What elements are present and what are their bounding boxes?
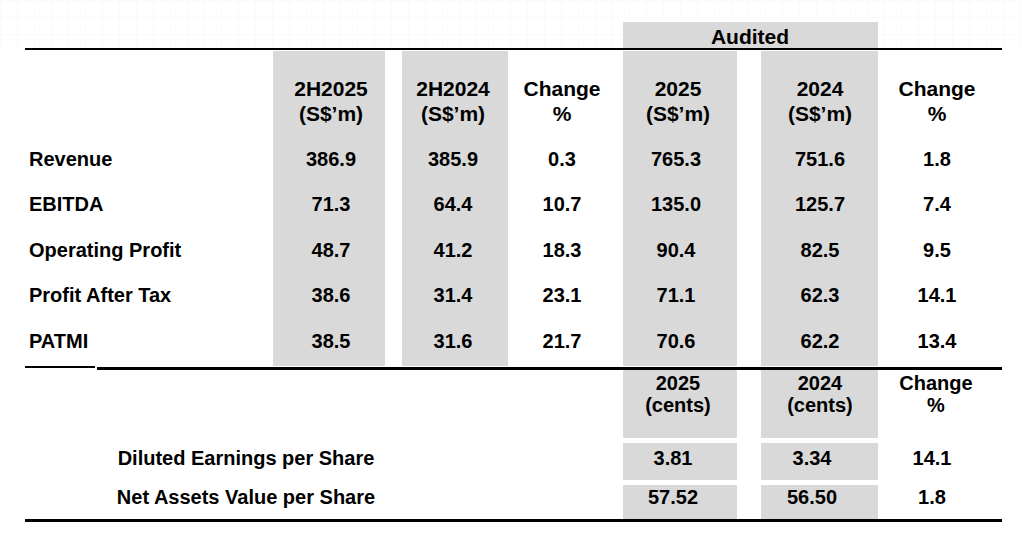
column-header-change-full-year: Change % — [898, 76, 975, 126]
cell-op-change-hy: 18.3 — [543, 238, 582, 262]
per-share-header-line2: (cents) — [787, 394, 853, 416]
column-header-2h2024: 2H2024 (S$’m) — [416, 76, 490, 126]
cell-patmi-2h2024: 31.6 — [434, 329, 473, 353]
cell-patmi-2025: 70.6 — [657, 329, 696, 353]
column-header-line1: 2H2024 — [416, 76, 490, 101]
per-share-header-line2: (cents) — [645, 394, 711, 416]
cell-op-2024: 82.5 — [801, 238, 840, 262]
column-header-line2: (S$’m) — [788, 101, 852, 126]
per-share-header-line2: % — [899, 394, 972, 416]
row-label-nav-per-share: Net Assets Value per Share — [25, 485, 467, 509]
cell-ebitda-change-fy: 7.4 — [923, 192, 951, 216]
row-label-patmi: PATMI — [29, 329, 88, 353]
cell-revenue-2h2025: 386.9 — [306, 147, 356, 171]
per-share-header-line1: 2025 — [645, 372, 711, 394]
row-label-diluted-eps: Diluted Earnings per Share — [25, 446, 467, 470]
column-header-line1: Change — [523, 76, 600, 101]
column-header-line2: (S$’m) — [416, 101, 490, 126]
table-middle-border-left — [25, 366, 95, 369]
cell-pat-2h2025: 38.6 — [312, 283, 351, 307]
cell-revenue-2024: 751.6 — [795, 147, 845, 171]
cell-pat-2024: 62.3 — [801, 283, 840, 307]
cell-op-2h2025: 48.7 — [312, 238, 351, 262]
column-header-line1: Change — [898, 76, 975, 101]
cell-patmi-change-hy: 21.7 — [543, 329, 582, 353]
column-header-line2: (S$’m) — [646, 101, 710, 126]
table-bottom-border — [25, 519, 1002, 522]
cell-eps-2024: 3.34 — [793, 446, 832, 470]
cell-op-change-fy: 9.5 — [923, 238, 951, 262]
cell-pat-change-fy: 14.1 — [918, 283, 957, 307]
cell-op-2025: 90.4 — [657, 238, 696, 262]
cell-op-2h2024: 41.2 — [434, 238, 473, 262]
column-header-change-half-year: Change % — [523, 76, 600, 126]
cell-nav-2025: 57.52 — [648, 485, 698, 509]
cell-ebitda-2024: 125.7 — [795, 192, 845, 216]
column-header-2025: 2025 (S$’m) — [646, 76, 710, 126]
cell-nav-2024: 56.50 — [787, 485, 837, 509]
per-share-header-2024-cents: 2024 (cents) — [787, 372, 853, 416]
cell-patmi-2024: 62.2 — [801, 329, 840, 353]
column-header-line2: % — [898, 101, 975, 126]
per-share-header-line1: Change — [899, 372, 972, 394]
column-header-line2: % — [523, 101, 600, 126]
row-label-profit-after-tax: Profit After Tax — [29, 283, 171, 307]
cell-eps-2025: 3.81 — [654, 446, 693, 470]
per-share-header-change: Change % — [899, 372, 972, 416]
row-label-operating-profit: Operating Profit — [29, 238, 181, 262]
row-label-revenue: Revenue — [29, 147, 112, 171]
cell-patmi-change-fy: 13.4 — [918, 329, 957, 353]
column-header-line1: 2024 — [788, 76, 852, 101]
row-label-ebitda: EBITDA — [29, 192, 103, 216]
column-header-2h2025: 2H2025 (S$’m) — [294, 76, 368, 126]
cell-pat-2h2024: 31.4 — [434, 283, 473, 307]
cell-ebitda-change-hy: 10.7 — [543, 192, 582, 216]
cell-pat-change-hy: 23.1 — [543, 283, 582, 307]
column-header-line1: 2025 — [646, 76, 710, 101]
cell-ebitda-2h2024: 64.4 — [434, 192, 473, 216]
cell-ebitda-2h2025: 71.3 — [312, 192, 351, 216]
table-top-border — [25, 48, 1002, 50]
cell-revenue-2025: 765.3 — [651, 147, 701, 171]
cell-ebitda-2025: 135.0 — [651, 192, 701, 216]
financial-results-table: Audited 2H2025 (S$’m) 2H2024 (S$’m) Chan… — [0, 0, 1021, 539]
cell-patmi-2h2025: 38.5 — [312, 329, 351, 353]
cell-eps-change: 14.1 — [913, 446, 952, 470]
column-header-line2: (S$’m) — [294, 101, 368, 126]
table-middle-border — [97, 367, 1002, 370]
column-header-2024: 2024 (S$’m) — [788, 76, 852, 126]
cell-pat-2025: 71.1 — [657, 283, 696, 307]
audited-label: Audited — [711, 25, 789, 49]
per-share-header-2025-cents: 2025 (cents) — [645, 372, 711, 416]
column-header-line1: 2H2025 — [294, 76, 368, 101]
cell-revenue-change-fy: 1.8 — [923, 147, 951, 171]
cell-nav-change: 1.8 — [918, 485, 946, 509]
cell-revenue-2h2024: 385.9 — [428, 147, 478, 171]
cell-revenue-change-hy: 0.3 — [548, 147, 576, 171]
per-share-header-line1: 2024 — [787, 372, 853, 394]
